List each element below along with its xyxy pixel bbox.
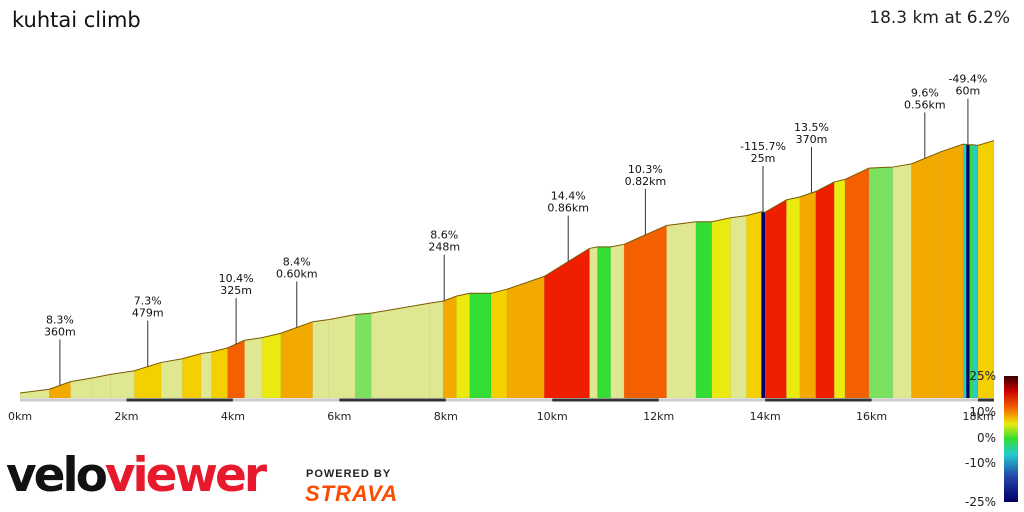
profile-segment — [940, 143, 964, 399]
annotation-length: 0.82km — [625, 175, 667, 188]
distance-axis: 0km 2km 4km 6km 8km 10km 12km 14km 16km 18km — [8, 398, 994, 423]
profile-segment — [371, 302, 431, 399]
profile-segment — [844, 167, 870, 399]
profile-annotations: 8.3%360m7.3%479m10.4%325m8.4%0.60km8.6%2… — [44, 73, 987, 386]
profile-segment — [469, 293, 492, 399]
annotation-gradient: 8.3% — [46, 313, 74, 326]
profile-segment — [544, 247, 590, 399]
legend-label: -25% — [965, 495, 996, 509]
annotation-length: 25m — [751, 152, 776, 165]
profile-segment — [623, 225, 667, 399]
profile-segment — [764, 199, 787, 399]
profile-segment — [261, 332, 282, 399]
profile-segment — [597, 246, 612, 399]
annotation-length: 370m — [796, 133, 828, 146]
profile-segment — [972, 144, 979, 399]
profile-segment — [911, 151, 942, 399]
profile-segment — [730, 215, 747, 399]
x-tick-label: 16km — [856, 410, 887, 423]
x-tick-label: 2km — [114, 410, 138, 423]
annotation-length: 479m — [132, 307, 164, 320]
annotation-gradient: 14.4% — [551, 190, 586, 203]
annotation-gradient: 9.6% — [911, 86, 939, 99]
profile-segment — [815, 181, 835, 399]
page-title: kuhtai climb — [12, 8, 141, 32]
profile-segment — [589, 246, 598, 399]
profile-segment — [786, 196, 800, 399]
logo-velo: velo — [6, 448, 108, 503]
profile-segment — [134, 362, 162, 399]
profile-segment — [695, 221, 713, 399]
x-tick-label: 14km — [750, 410, 781, 423]
profile-segments — [19, 140, 995, 399]
annotation-gradient: -49.4% — [948, 73, 987, 86]
annotation-length: 60m — [956, 85, 981, 98]
profile-segment — [442, 295, 457, 399]
x-tick-label: 0km — [8, 410, 32, 423]
annotation-gradient: 10.4% — [219, 272, 254, 285]
annotation-gradient: 10.3% — [628, 163, 663, 176]
legend-label: 0% — [977, 431, 996, 445]
annotation-length: 0.86km — [547, 202, 589, 215]
profile-segment — [429, 300, 444, 399]
legend-label: 10% — [969, 405, 996, 419]
x-tick-label: 4km — [221, 410, 245, 423]
legend-label: 25% — [969, 369, 996, 383]
annotation-gradient: 8.4% — [283, 255, 311, 268]
annotation-length: 0.60km — [276, 267, 318, 280]
profile-segment — [456, 292, 470, 399]
veloviewer-logo: veloviewer — [6, 452, 267, 499]
profile-segment — [182, 353, 202, 399]
profile-segment — [892, 163, 912, 399]
x-tick-label: 12km — [643, 410, 674, 423]
strava-logo: STRAVA — [305, 481, 399, 506]
profile-segment — [761, 211, 766, 399]
profile-segment — [666, 221, 697, 399]
profile-segment — [19, 388, 50, 399]
annotation-gradient: 13.5% — [794, 121, 829, 134]
x-tick-label: 18km — [962, 410, 993, 423]
profile-segment — [506, 276, 545, 399]
x-tick-label: 6km — [327, 410, 351, 423]
profile-segment — [966, 144, 970, 399]
profile-segment — [312, 319, 329, 399]
profile-segment — [200, 351, 212, 399]
annotation-gradient: 8.6% — [430, 229, 458, 242]
profile-segment — [969, 144, 973, 399]
profile-segment — [977, 140, 995, 399]
logo-viewer: viewer — [104, 448, 267, 503]
profile-segment — [610, 244, 625, 399]
profile-segment — [962, 143, 967, 399]
annotation-length: 360m — [44, 325, 76, 338]
legend-colorbar — [1004, 376, 1018, 502]
profile-segment — [227, 339, 245, 399]
profile-segment — [328, 314, 356, 399]
profile-segment — [160, 358, 183, 399]
powered-by-label: POWERED BY — [306, 468, 392, 480]
annotation-gradient: 7.3% — [134, 295, 162, 308]
annotation-length: 325m — [220, 284, 252, 297]
annotation-length: 0.56km — [904, 98, 946, 111]
profile-segment — [110, 370, 135, 399]
x-tick-label: 10km — [537, 410, 568, 423]
x-tick-label: 8km — [434, 410, 458, 423]
gradient-legend: 25% 10% 0% -10% -25% — [965, 369, 1018, 509]
profile-segment — [799, 191, 816, 399]
profile-segment — [868, 166, 894, 399]
legend-label: -10% — [965, 456, 996, 470]
profile-segment — [355, 312, 372, 399]
profile-outline — [19, 140, 995, 394]
profile-segment — [211, 347, 228, 399]
climb-summary: 18.3 km at 6.2% — [869, 8, 1010, 28]
annotation-length: 248m — [428, 241, 460, 254]
annotation-gradient: -115.7% — [740, 140, 786, 153]
profile-segment — [280, 321, 313, 399]
profile-segment — [490, 288, 508, 399]
profile-segment — [834, 179, 846, 399]
profile-segment — [711, 217, 731, 399]
profile-segment — [244, 337, 263, 399]
profile-segment — [746, 211, 762, 399]
